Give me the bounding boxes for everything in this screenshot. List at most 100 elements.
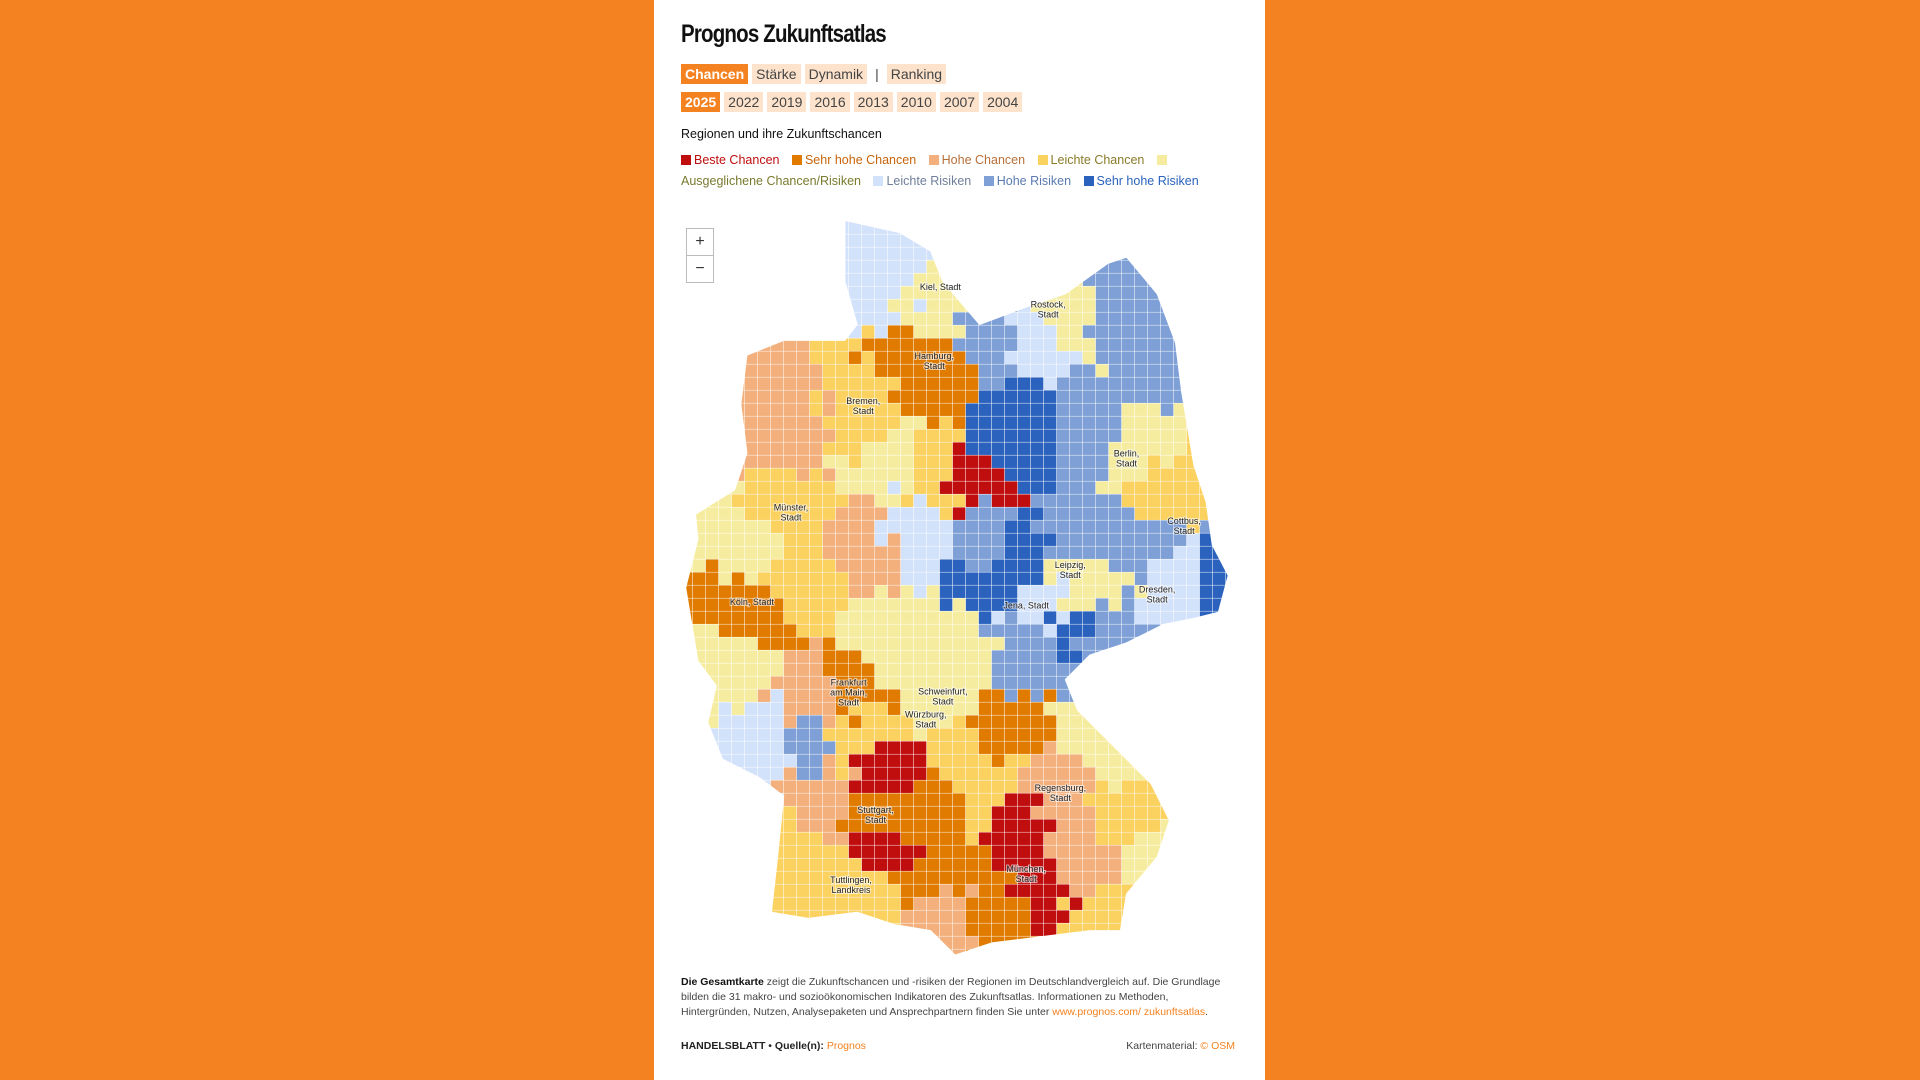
region[interactable] <box>978 285 992 300</box>
region[interactable] <box>926 740 940 755</box>
region[interactable] <box>1043 545 1057 560</box>
region[interactable] <box>1082 480 1096 495</box>
region[interactable] <box>796 467 810 482</box>
region[interactable] <box>1121 779 1135 794</box>
region[interactable] <box>680 389 693 404</box>
region[interactable] <box>1186 649 1200 664</box>
region[interactable] <box>913 558 927 573</box>
region[interactable] <box>835 857 849 872</box>
region[interactable] <box>952 402 966 417</box>
region[interactable] <box>939 896 953 911</box>
region[interactable] <box>1109 962 1122 970</box>
region[interactable] <box>809 480 823 495</box>
region[interactable] <box>900 298 914 313</box>
region[interactable] <box>1108 831 1122 846</box>
region[interactable] <box>770 610 784 625</box>
region[interactable] <box>692 519 706 534</box>
region[interactable] <box>1121 623 1135 638</box>
region[interactable] <box>718 870 732 885</box>
region[interactable] <box>1225 441 1239 456</box>
region[interactable] <box>757 805 771 820</box>
region[interactable] <box>1108 857 1122 872</box>
region[interactable] <box>1147 922 1161 937</box>
region[interactable] <box>861 428 875 443</box>
region[interactable] <box>1017 584 1031 599</box>
region[interactable] <box>757 870 771 885</box>
region[interactable] <box>731 428 745 443</box>
region[interactable] <box>1043 402 1057 417</box>
region[interactable] <box>1121 701 1135 716</box>
region[interactable] <box>861 909 875 924</box>
region[interactable] <box>965 506 979 521</box>
region[interactable] <box>978 506 992 521</box>
region[interactable] <box>744 454 758 469</box>
region[interactable] <box>1095 831 1109 846</box>
region[interactable] <box>1199 259 1213 274</box>
region[interactable] <box>1160 558 1174 573</box>
region[interactable] <box>1004 584 1018 599</box>
region[interactable] <box>1017 753 1031 768</box>
region[interactable] <box>952 506 966 521</box>
region[interactable] <box>887 935 901 950</box>
region[interactable] <box>1199 753 1213 768</box>
region[interactable] <box>887 870 901 885</box>
region[interactable] <box>680 324 693 339</box>
region[interactable] <box>731 558 745 573</box>
region[interactable] <box>978 662 992 677</box>
region[interactable] <box>861 298 875 313</box>
region[interactable] <box>926 662 940 677</box>
region[interactable] <box>978 571 992 586</box>
region[interactable] <box>978 610 992 625</box>
region[interactable] <box>692 935 706 950</box>
region[interactable] <box>1199 714 1213 729</box>
region[interactable] <box>1004 298 1018 313</box>
region[interactable] <box>1199 922 1213 937</box>
region[interactable] <box>848 350 862 365</box>
region[interactable] <box>1147 519 1161 534</box>
region[interactable] <box>1160 545 1174 560</box>
region[interactable] <box>1160 649 1174 664</box>
region[interactable] <box>926 324 940 339</box>
region[interactable] <box>796 662 810 677</box>
region[interactable] <box>796 766 810 781</box>
region[interactable] <box>770 454 784 469</box>
region[interactable] <box>952 818 966 833</box>
region[interactable] <box>1056 519 1070 534</box>
region[interactable] <box>1134 649 1148 664</box>
region[interactable] <box>705 636 719 651</box>
region[interactable] <box>1134 519 1148 534</box>
region[interactable] <box>1082 246 1096 261</box>
region[interactable] <box>718 480 732 495</box>
region[interactable] <box>731 363 745 378</box>
region[interactable] <box>848 376 862 391</box>
region[interactable] <box>1004 675 1018 690</box>
region[interactable] <box>1173 870 1187 885</box>
region[interactable] <box>1069 857 1083 872</box>
region[interactable] <box>1160 454 1174 469</box>
region[interactable] <box>1004 623 1018 638</box>
region[interactable] <box>1108 597 1122 612</box>
region[interactable] <box>1043 519 1057 534</box>
region[interactable] <box>718 519 732 534</box>
region[interactable] <box>900 623 914 638</box>
region[interactable] <box>965 233 979 248</box>
region[interactable] <box>1004 714 1018 729</box>
region[interactable] <box>822 376 836 391</box>
region[interactable] <box>900 389 914 404</box>
region[interactable] <box>1134 935 1148 950</box>
region[interactable] <box>680 662 693 677</box>
region[interactable] <box>940 962 953 970</box>
region[interactable] <box>1069 324 1083 339</box>
region[interactable] <box>822 805 836 820</box>
region[interactable] <box>822 324 836 339</box>
region[interactable] <box>887 324 901 339</box>
region[interactable] <box>1225 246 1239 261</box>
region[interactable] <box>1030 714 1044 729</box>
region[interactable] <box>965 220 979 235</box>
region[interactable] <box>991 506 1005 521</box>
region[interactable] <box>991 441 1005 456</box>
region[interactable] <box>1147 210 1161 222</box>
region[interactable] <box>939 597 953 612</box>
region[interactable] <box>861 935 875 950</box>
region[interactable] <box>680 714 693 729</box>
